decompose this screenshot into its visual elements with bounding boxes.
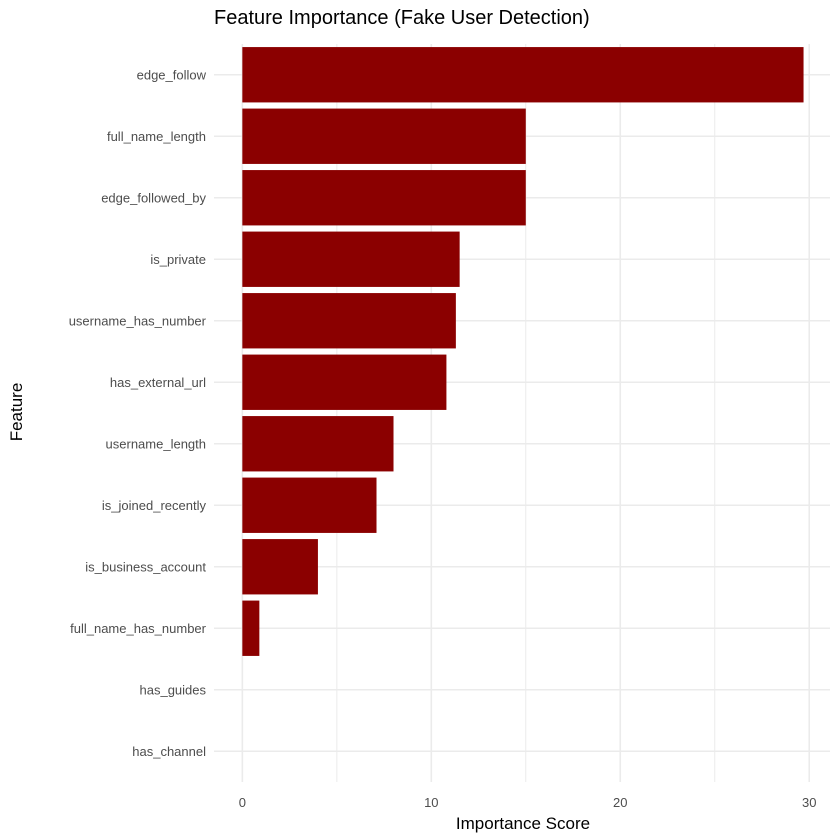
bar-username_has_number	[242, 293, 456, 349]
y-tick-label: full_name_length	[107, 129, 206, 144]
bar-is_business_account	[242, 539, 318, 595]
x-tick-label: 30	[802, 795, 816, 810]
bar-full_name_has_number	[242, 600, 260, 656]
y-tick-label: username_length	[106, 436, 206, 451]
y-tick-label: is_joined_recently	[102, 498, 207, 513]
y-tick-label: username_has_number	[69, 313, 207, 328]
y-tick-label: is_business_account	[85, 559, 206, 574]
x-tick-label: 0	[239, 795, 246, 810]
bar-username_length	[242, 416, 394, 472]
y-tick-label: edge_followed_by	[101, 190, 206, 205]
x-axis-title: Importance Score	[456, 814, 590, 833]
y-tick-label: has_channel	[132, 744, 206, 759]
bar-edge_follow	[242, 47, 804, 103]
x-tick-label: 20	[613, 795, 627, 810]
x-tick-labels: 0 10 20 30	[239, 795, 817, 810]
y-tick-labels: edge_follow full_name_length edge_followed…	[69, 67, 207, 759]
bar-is_joined_recently	[242, 477, 377, 533]
bar-full_name_length	[242, 108, 526, 164]
y-tick-label: full_name_has_number	[70, 621, 207, 636]
bar-is_private	[242, 231, 460, 287]
x-tick-label: 10	[424, 795, 438, 810]
y-tick-label: has_guides	[140, 682, 207, 697]
y-tick-label: edge_follow	[137, 67, 207, 82]
bar-has_external_url	[242, 354, 447, 410]
y-tick-label: has_external_url	[110, 375, 206, 390]
y-tick-label: is_private	[150, 252, 206, 267]
chart-title: Feature Importance (Fake User Detection)	[214, 7, 590, 29]
bar-edge_followed_by	[242, 170, 526, 226]
bars	[242, 47, 804, 656]
y-axis-title: Feature	[7, 383, 26, 442]
